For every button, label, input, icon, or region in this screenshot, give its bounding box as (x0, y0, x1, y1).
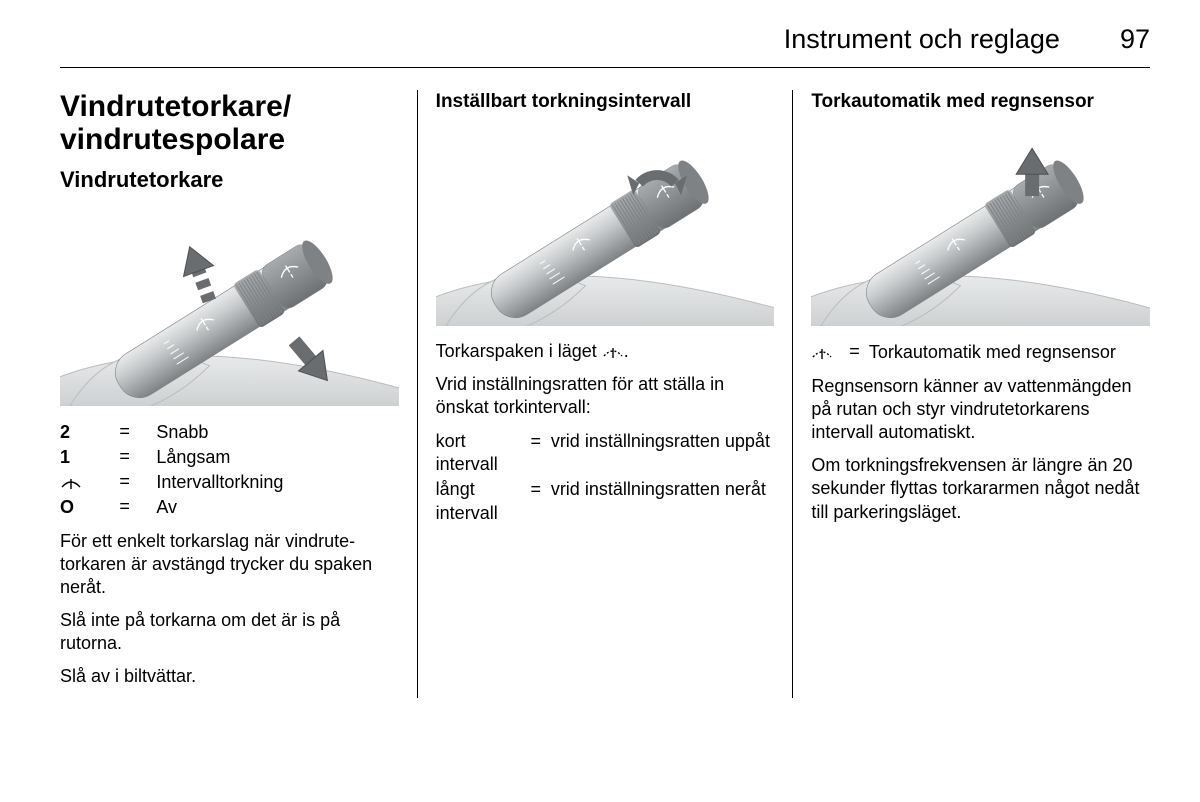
legend-table: 2=Snabb1=Långsam =IntervalltorkningO=Av (60, 420, 399, 520)
legend-symbol: O (60, 497, 74, 517)
legend-value: Torkautomatik med regn­sensor (869, 340, 1150, 365)
page-number: 97 (1120, 24, 1150, 55)
legend-row: O=Av (60, 495, 399, 520)
interval-value: vrid inställningsratten neråt (551, 477, 775, 525)
interval-key: kort intervall (436, 429, 531, 477)
legend-table: =Torkautomatik med regn­sensor (811, 340, 1150, 365)
paragraph: Regnsensorn känner av vatten­mängden på … (811, 375, 1150, 444)
legend-value: Av (156, 495, 398, 520)
legend-row: 2=Snabb (60, 420, 399, 445)
subsection-heading: Vindrutetorkare (60, 166, 399, 194)
column-2: Inställbart torkningsintervall (417, 90, 793, 698)
legend-value: Intervalltorkning (156, 470, 398, 495)
wiper-icon (602, 343, 624, 359)
section-heading: Vindrutetorkare/vindrutespolare (60, 90, 399, 156)
paragraph: Torkarspaken i läget . (436, 340, 775, 363)
legend-row: =Intervalltorkning (60, 470, 399, 495)
chapter-title: Instrument och reglage (784, 24, 1060, 55)
legend-row: 1=Långsam (60, 445, 399, 470)
figure-wiper-lever-positions (60, 206, 399, 406)
content-columns: Vindrutetorkare/vindrutespolare Vindrute… (60, 90, 1150, 698)
wiper-icon (811, 344, 833, 360)
paragraph: Slå av i biltvättar. (60, 665, 399, 688)
legend-symbol: 2 (60, 422, 70, 442)
figure-wiper-rain-sensor (811, 126, 1150, 326)
subsection-heading: Torkautomatik med regnsensor (811, 90, 1150, 114)
subsection-heading: Inställbart torkningsintervall (436, 90, 775, 114)
wiper-icon (60, 474, 82, 490)
interval-value: vrid inställningsratten uppåt (551, 429, 775, 477)
interval-row: kort intervall = vrid inställningsratten… (436, 429, 775, 477)
legend-value: Snabb (156, 420, 398, 445)
paragraph: Slå inte på torkarna om det är is på rut… (60, 609, 399, 655)
column-3: Torkautomatik med regnsensor (792, 90, 1150, 698)
page-header: Instrument och reglage 97 (60, 24, 1150, 68)
paragraph: För ett enkelt torkarslag när vindrute­t… (60, 530, 399, 599)
figure-wiper-interval-dial (436, 126, 775, 326)
interval-key: långt intervall (436, 477, 531, 525)
paragraph: Vrid inställningsratten för att ställa i… (436, 373, 775, 419)
legend-value: Långsam (156, 445, 398, 470)
interval-table: kort intervall = vrid inställningsratten… (436, 429, 775, 525)
legend-symbol: 1 (60, 447, 70, 467)
column-1: Vindrutetorkare/vindrutespolare Vindrute… (60, 90, 417, 698)
interval-row: långt intervall = vrid inställningsratte… (436, 477, 775, 525)
paragraph: Om torkningsfrekvensen är längre än 20 s… (811, 454, 1150, 523)
legend-row: =Torkautomatik med regn­sensor (811, 340, 1150, 365)
